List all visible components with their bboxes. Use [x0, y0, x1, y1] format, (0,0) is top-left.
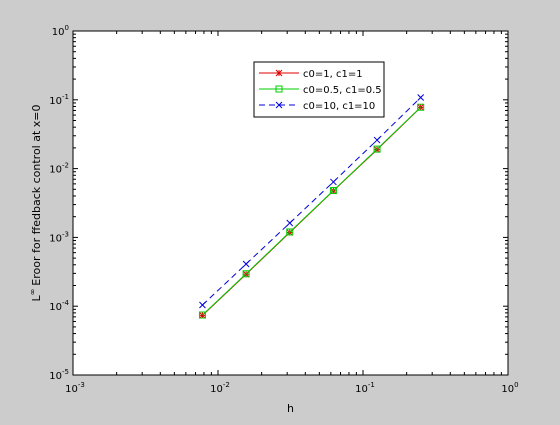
data-point [417, 94, 425, 101]
data-point [329, 187, 337, 195]
data-point [242, 270, 250, 278]
data-point [242, 260, 250, 268]
x-axis-label: h [287, 402, 294, 415]
series-layer [198, 94, 425, 319]
legend-entry-1: c0=1, c1=1 [259, 69, 363, 80]
legend-label: c0=1, c1=1 [303, 69, 363, 80]
y-axis-label: L∞ Eroor for ffedback control at x=0 [28, 104, 43, 301]
marker-stroke [286, 219, 294, 227]
legend-label: c0=10, c1=10 [303, 101, 375, 112]
y-axis-label-text: Eroor for ffedback control at x=0 [30, 104, 43, 285]
marker-stroke [373, 136, 381, 144]
marker-stroke [330, 178, 337, 186]
y-tick-label: 10-4 [49, 299, 69, 313]
marker-stroke [275, 69, 283, 77]
marker-square [417, 103, 425, 111]
marker-square [329, 187, 337, 195]
data-point [286, 228, 294, 236]
data-point [286, 219, 294, 227]
data-point [417, 103, 425, 111]
series-line [202, 97, 422, 306]
series-line [202, 106, 422, 316]
marker-stroke [275, 101, 283, 109]
y-axis-label-group: L∞ Eroor for ffedback control at x=0 [28, 104, 43, 301]
marker-square [198, 311, 206, 319]
x-tick-label: 100 [501, 381, 518, 395]
marker-square [242, 270, 250, 278]
legend: c0=1, c1=1 c0=0.5, c1=0.5 c0=10, c1=10 [253, 61, 385, 118]
marker-stroke [417, 94, 425, 101]
marker-square [275, 85, 283, 93]
legend-entry-3: c0=10, c1=10 [259, 101, 375, 112]
series-2 [198, 103, 425, 319]
series-3 [199, 94, 425, 309]
y-tick-label: 10-1 [49, 93, 69, 107]
marker-square [373, 145, 381, 153]
x-tick-label: 10-2 [210, 381, 230, 395]
y-tick-label: 100 [52, 24, 69, 38]
y-axis-label-prefix: L [30, 295, 43, 302]
legend-marker [275, 101, 283, 109]
marker-stroke [242, 260, 250, 268]
y-tick-label: 10-5 [49, 368, 69, 382]
data-point [330, 178, 337, 186]
y-tick-label: 10-3 [49, 230, 69, 244]
data-point [198, 311, 206, 319]
data-point [373, 136, 381, 144]
y-tick-label: 10-2 [49, 162, 69, 176]
x-tick-label: 10-3 [65, 381, 85, 395]
x-tick-label: 10-1 [355, 381, 375, 395]
legend-label: c0=0.5, c1=0.5 [303, 85, 382, 96]
axis-ticks [72, 30, 509, 376]
legend-marker [275, 69, 283, 77]
data-point [373, 145, 381, 153]
legend-entry-2: c0=0.5, c1=0.5 [259, 85, 382, 96]
marker-stroke [199, 301, 206, 309]
marker-square [286, 228, 294, 236]
legend-marker [275, 85, 283, 93]
data-point [199, 301, 206, 309]
tick-labels: 10-3 10-2 10-1 100 10-5 10-4 10-3 10-2 10-1 100 [49, 24, 518, 395]
y-axis-label-sup: ∞ [28, 289, 37, 296]
